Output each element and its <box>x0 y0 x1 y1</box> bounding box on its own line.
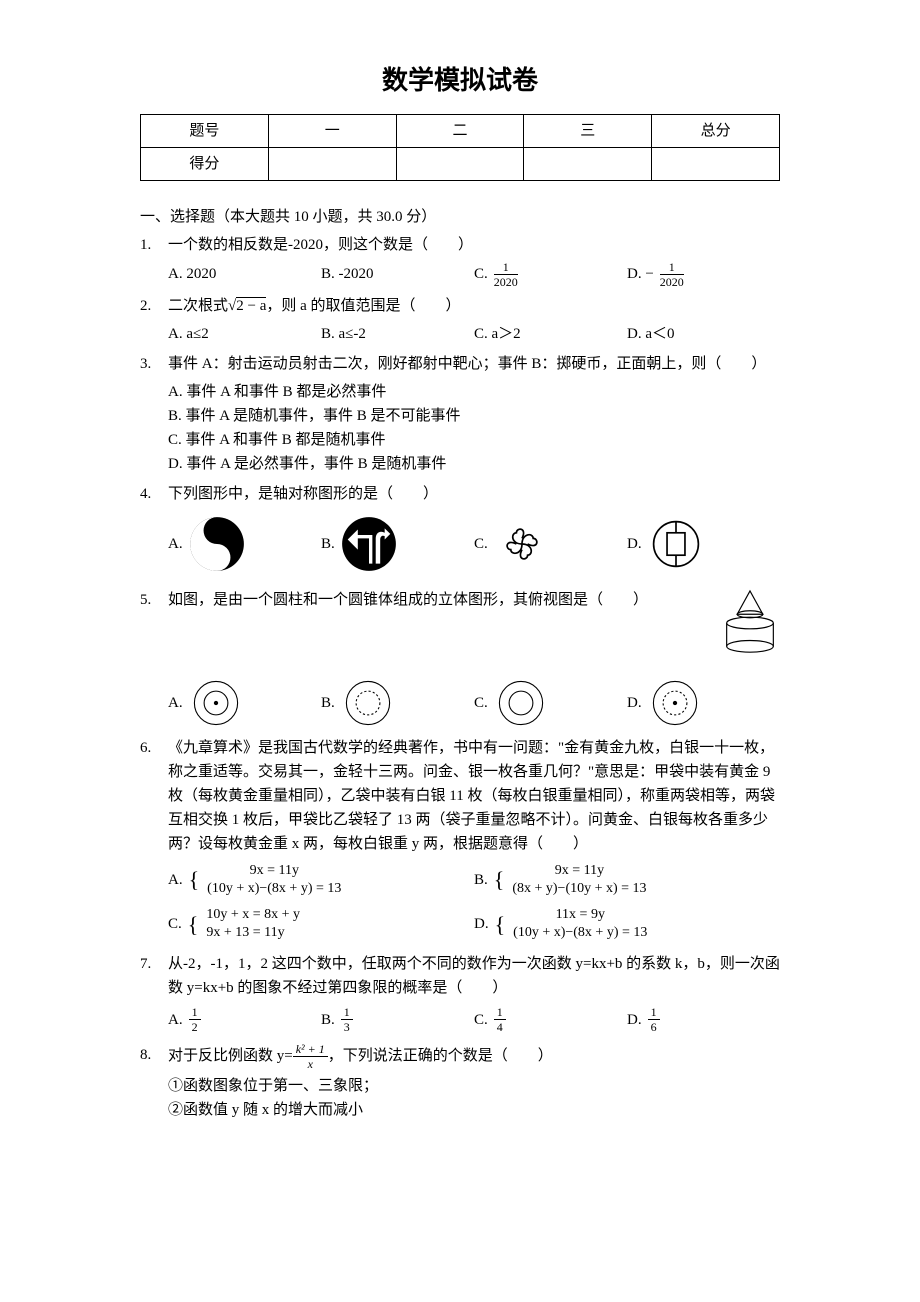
square-in-circle-icon <box>648 516 704 572</box>
col-2: 二 <box>396 114 524 147</box>
option-b: B. a≤-2 <box>321 322 474 346</box>
score-label: 得分 <box>141 147 269 180</box>
option-b: B. <box>321 676 474 730</box>
option-b: B. <box>321 516 474 572</box>
clover-icon <box>494 516 550 572</box>
option-d: D. 16 <box>627 1006 780 1033</box>
question-3: 3. 事件 A：射击运动员射击二次，刚好都射中靶心；事件 B：掷硬币，正面朝上，… <box>140 352 780 476</box>
statement-2: ②函数值 y 随 x 的增大而减小 <box>168 1098 780 1122</box>
question-stem: 《九章算术》是我国古代数学的经典著作，书中有一问题："金有黄金九枚，白银一十一枚… <box>168 736 780 856</box>
cone-cylinder-icon <box>720 588 780 658</box>
option-d: D. a＜0 <box>627 322 780 346</box>
option-a: A. a≤2 <box>168 322 321 346</box>
option-b: B. -2020 <box>321 261 474 288</box>
question-number: 6. <box>140 736 168 943</box>
option-d: D. { 11x = 9y(10y + x)−(8x + y) = 13 <box>474 906 780 942</box>
col-label: 题号 <box>141 114 269 147</box>
question-6: 6. 《九章算术》是我国古代数学的经典著作，书中有一问题："金有黄金九枚，白银一… <box>140 736 780 943</box>
question-8: 8. 对于反比例函数 y=k² + 1x，下列说法正确的个数是（ ） ①函数图象… <box>140 1043 780 1122</box>
option-a: A. 2020 <box>168 261 321 288</box>
option-c: C. <box>474 516 627 572</box>
option-c: C. <box>474 676 627 730</box>
option-b: B. { 9x = 11y(8x + y)−(10y + x) = 13 <box>474 862 780 898</box>
question-4: 4. 下列图形中，是轴对称图形的是（ ） A. B. <box>140 482 780 582</box>
option-a: A. <box>168 516 321 572</box>
question-stem: 如图，是由一个圆柱和一个圆锥体组成的立体图形，其俯视图是（ ） <box>168 588 708 658</box>
option-c: C. a＞2 <box>474 322 627 346</box>
yinyang-icon <box>189 516 245 572</box>
topview-d-icon <box>648 676 702 730</box>
question-number: 7. <box>140 952 168 1033</box>
table-row: 得分 <box>141 147 780 180</box>
question-number: 3. <box>140 352 168 476</box>
col-1: 一 <box>268 114 396 147</box>
option-c: C. 事件 A 和事件 B 都是随机事件 <box>168 428 780 452</box>
question-stem: 一个数的相反数是-2020，则这个数是（ ） <box>168 233 780 257</box>
table-row: 题号 一 二 三 总分 <box>141 114 780 147</box>
option-c: C. { 10y + x = 8x + y9x + 13 = 11y <box>168 906 474 942</box>
option-a: A. { 9x = 11y(10y + x)−(8x + y) = 13 <box>168 862 474 898</box>
option-b: B. 事件 A 是随机事件，事件 B 是不可能事件 <box>168 404 780 428</box>
question-2: 2. 二次根式√2 − a，则 a 的取值范围是（ ） A. a≤2 B. a≤… <box>140 294 780 346</box>
question-stem: 二次根式√2 − a，则 a 的取值范围是（ ） <box>168 294 780 318</box>
option-c: C. 14 <box>474 1006 627 1033</box>
section-1-heading: 一、选择题（本大题共 10 小题，共 30.0 分） <box>140 205 780 229</box>
topview-a-icon <box>189 676 243 730</box>
question-number: 4. <box>140 482 168 582</box>
question-5: 5. 如图，是由一个圆柱和一个圆锥体组成的立体图形，其俯视图是（ ） A. <box>140 588 780 730</box>
option-c: C. 12020 <box>474 261 627 288</box>
question-number: 8. <box>140 1043 168 1122</box>
topview-b-icon <box>341 676 395 730</box>
split-arrow-icon <box>341 516 397 572</box>
col-3: 三 <box>524 114 652 147</box>
col-total: 总分 <box>652 114 780 147</box>
option-d: D. <box>627 676 780 730</box>
question-1: 1. 一个数的相反数是-2020，则这个数是（ ） A. 2020 B. -20… <box>140 233 780 288</box>
question-number: 5. <box>140 588 168 730</box>
question-stem: 从-2，-1，1，2 这四个数中，任取两个不同的数作为一次函数 y=kx+b 的… <box>168 952 780 1000</box>
option-d: D. <box>627 516 780 572</box>
question-7: 7. 从-2，-1，1，2 这四个数中，任取两个不同的数作为一次函数 y=kx+… <box>140 952 780 1033</box>
question-number: 2. <box>140 294 168 346</box>
question-stem: 对于反比例函数 y=k² + 1x，下列说法正确的个数是（ ） <box>168 1043 780 1070</box>
question-stem: 事件 A：射击运动员射击二次，刚好都射中靶心；事件 B：掷硬币，正面朝上，则（ … <box>168 352 780 376</box>
option-a: A. <box>168 676 321 730</box>
topview-c-icon <box>494 676 548 730</box>
option-d: D. 事件 A 是必然事件，事件 B 是随机事件 <box>168 452 780 476</box>
statement-1: ①函数图象位于第一、三象限； <box>168 1074 780 1098</box>
option-a: A. 12 <box>168 1006 321 1033</box>
question-stem: 下列图形中，是轴对称图形的是（ ） <box>168 482 780 506</box>
score-table: 题号 一 二 三 总分 得分 <box>140 114 780 181</box>
page-title: 数学模拟试卷 <box>140 60 780 102</box>
option-b: B. 13 <box>321 1006 474 1033</box>
question-number: 1. <box>140 233 168 288</box>
option-a: A. 事件 A 和事件 B 都是必然事件 <box>168 380 780 404</box>
option-d: D. − 12020 <box>627 261 780 288</box>
